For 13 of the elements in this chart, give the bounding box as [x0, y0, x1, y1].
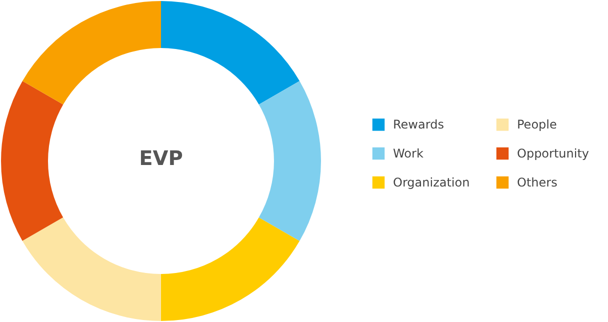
donut-slice [22, 1, 161, 104]
legend-label: Work [393, 146, 424, 160]
legend-label: Rewards [393, 118, 444, 132]
donut-slice [258, 81, 321, 242]
text: EVP [139, 146, 183, 170]
donut-slice [22, 217, 161, 321]
donut-slice [161, 1, 300, 105]
legend-label: Others [517, 176, 558, 190]
legend-label: People [517, 118, 557, 132]
donut-slice [1, 80, 64, 241]
donut-slice [160, 218, 300, 321]
legend-label: Organization [393, 176, 470, 190]
legend-label: Opportunity [517, 146, 590, 160]
